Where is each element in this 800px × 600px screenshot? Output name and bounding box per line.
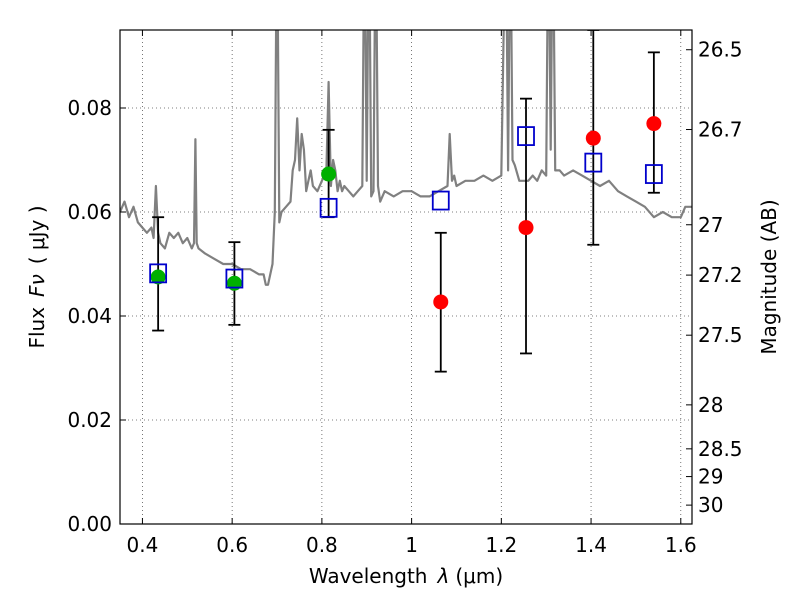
y2-tick-label: 28.5 [698, 437, 743, 461]
y2-axis-title: Magnitude (AB) [757, 199, 781, 354]
red-point [518, 220, 534, 236]
x-tick-label: 0.8 [306, 533, 338, 557]
red-point [646, 116, 662, 132]
x-tick-label: 1.6 [665, 533, 697, 557]
model-square-point [431, 190, 450, 211]
plot-frame [119, 29, 693, 525]
y2-tick-label: 26.7 [698, 118, 743, 142]
green-point [150, 269, 166, 285]
x-tick-label: 0.6 [216, 533, 248, 557]
y2-tick-label: 27.2 [698, 263, 743, 287]
y-tick-label: 0.06 [67, 200, 112, 224]
model-square-point [149, 263, 168, 284]
model-square-point [517, 126, 535, 146]
green-point [226, 275, 242, 291]
model-spectrum-layer [120, 30, 692, 286]
tick-layer: 0.4 0.6 0.8 1 1.2 1.4 1.6 0.00 0.02 0.04 0.06 0.08 2… [67, 30, 743, 557]
y2-tick-label: 30 [698, 493, 723, 517]
y2-tick-label: 28 [698, 393, 723, 417]
y2-tick-label: 26.5 [698, 38, 743, 62]
green-point [321, 166, 337, 182]
y2-tick-label: 27 [698, 213, 723, 237]
y2-tick-label: 27.5 [698, 323, 743, 347]
model-spectrum-line [120, 30, 692, 286]
y-tick-label: 0.02 [67, 408, 112, 432]
marker-layer [149, 116, 663, 310]
y-tick-label: 0.00 [67, 512, 112, 536]
y2-tick-label: 29 [698, 465, 723, 489]
x-tick-label: 0.4 [127, 533, 159, 557]
model-square-point [644, 164, 663, 184]
plot-background [120, 30, 692, 524]
y-axis-title: FluxFν( μJy ) [25, 205, 49, 348]
x-tick-label: 1.2 [485, 533, 517, 557]
x-tick-label: 1.4 [575, 533, 607, 557]
x-tick-label: 1 [405, 533, 418, 557]
model-square-point [319, 197, 338, 218]
red-point [585, 130, 601, 146]
y-tick-label: 0.08 [67, 96, 112, 120]
model-square-point [584, 152, 603, 173]
y-tick-label: 0.04 [67, 304, 112, 328]
model-square-point [225, 268, 244, 289]
red-point [433, 294, 449, 310]
x-axis-title: Wavelength λ (μm) [309, 564, 503, 588]
